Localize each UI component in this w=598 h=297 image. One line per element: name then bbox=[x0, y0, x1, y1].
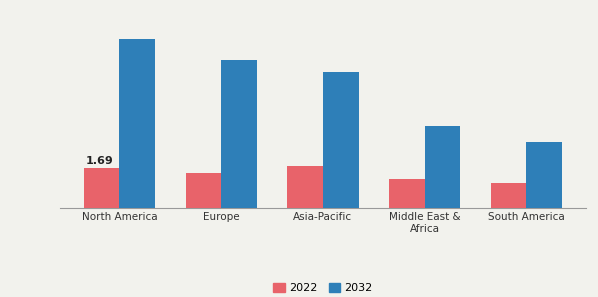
Text: 1.69: 1.69 bbox=[86, 156, 114, 166]
Bar bbox=[323, 72, 359, 208]
Bar bbox=[120, 39, 155, 208]
Bar bbox=[425, 126, 460, 208]
Bar bbox=[389, 178, 425, 208]
Bar bbox=[185, 173, 221, 208]
Bar bbox=[221, 60, 257, 208]
Bar bbox=[491, 183, 526, 208]
Legend: 2022, 2032: 2022, 2032 bbox=[269, 279, 377, 297]
Bar bbox=[84, 168, 120, 208]
Bar bbox=[526, 142, 562, 208]
Bar bbox=[287, 166, 323, 208]
